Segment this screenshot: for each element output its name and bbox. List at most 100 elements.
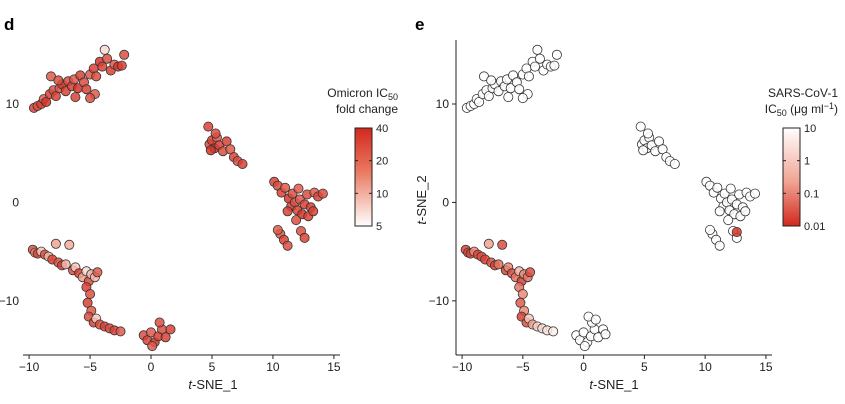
scatter-point bbox=[705, 224, 716, 235]
scatter-point bbox=[165, 324, 176, 335]
legend-title-d-line2: fold change bbox=[336, 102, 398, 116]
scatter-point bbox=[486, 75, 497, 86]
y-tick-label: 0 bbox=[12, 195, 19, 209]
scatter-point bbox=[525, 267, 536, 278]
x-tick-label: −5 bbox=[83, 360, 97, 374]
scatter-point bbox=[92, 267, 103, 278]
colorbar-d bbox=[354, 127, 373, 227]
legend-tick-label: 40 bbox=[376, 123, 388, 135]
scatter-point bbox=[549, 60, 560, 71]
scatter-point bbox=[635, 121, 646, 132]
scatter-point bbox=[308, 206, 319, 217]
colorbar-e bbox=[782, 127, 801, 227]
y-axis-title-e: t-SNE_2 bbox=[414, 175, 429, 224]
scatter-point bbox=[317, 188, 328, 199]
x-ticks-e: −10 −5 0 5 10 15 bbox=[452, 355, 773, 374]
scatter-point bbox=[81, 84, 92, 95]
legend-tick-label: 1 bbox=[804, 156, 810, 168]
legend-tick-label: 10 bbox=[804, 123, 816, 135]
scatter-point bbox=[714, 240, 725, 251]
y-tick-label: −10 bbox=[0, 294, 19, 308]
legend-sars-cov-1: SARS-CoV-1 IC50 (μg ml−1) 10 1 0.1 0.01 bbox=[765, 86, 839, 233]
scatter-point bbox=[714, 206, 725, 217]
scatter-point bbox=[291, 215, 302, 226]
scatter-point bbox=[638, 145, 649, 156]
scatter-point bbox=[280, 182, 291, 193]
scatter-point bbox=[237, 158, 248, 169]
x-tick-label: −5 bbox=[516, 360, 530, 374]
x-tick-label: 10 bbox=[266, 360, 280, 374]
legend-tick-label: 5 bbox=[376, 221, 382, 233]
scatter-point bbox=[551, 49, 562, 60]
scatter-point bbox=[272, 224, 283, 235]
x-tick-label: 5 bbox=[209, 360, 216, 374]
scatter-point bbox=[203, 121, 214, 132]
legend-omicron: Omicron IC50 fold change 40 20 10 5 bbox=[327, 86, 398, 233]
scatter-point bbox=[493, 259, 504, 270]
legend-tick-label: 0.01 bbox=[804, 221, 825, 233]
scatter-point bbox=[116, 60, 127, 71]
scatter-point bbox=[119, 49, 130, 60]
scatter-point bbox=[99, 44, 110, 55]
scatter-point bbox=[523, 71, 534, 82]
scatter-point bbox=[64, 239, 75, 250]
scatter-point bbox=[497, 239, 508, 250]
scatter-point bbox=[600, 329, 611, 340]
scatter-point bbox=[282, 240, 293, 251]
x-tick-label: 5 bbox=[641, 360, 648, 374]
scatter-point bbox=[115, 326, 126, 337]
scatter-point bbox=[60, 259, 71, 270]
legend-title-d-line1: Omicron IC50 bbox=[327, 86, 398, 102]
scatter-point bbox=[534, 53, 545, 64]
points-d bbox=[27, 44, 328, 352]
y-tick-label: 10 bbox=[6, 97, 20, 111]
y-tick-label: −10 bbox=[429, 294, 450, 308]
scatter-point bbox=[160, 332, 171, 343]
scatter-point bbox=[723, 215, 734, 226]
scatter-point bbox=[205, 145, 216, 156]
panel-d: d −10 −5 0 5 10 15 10 0 −10 t-SNE_1 Omicron IC5… bbox=[0, 15, 398, 392]
panel-letter-e: e bbox=[415, 15, 424, 34]
panel-e: e −10 −5 0 5 10 15 10 0 −10 t-SNE_1 t-SNE_2 SAR… bbox=[414, 15, 838, 392]
scatter-point bbox=[712, 182, 723, 193]
scatter-point bbox=[85, 288, 96, 299]
x-ticks-d: −10 −5 0 5 10 15 bbox=[19, 355, 341, 374]
legend-title-e-line1: SARS-CoV-1 bbox=[768, 86, 838, 100]
scatter-point bbox=[210, 128, 221, 139]
x-axis-title-d: t-SNE_1 bbox=[188, 377, 237, 392]
scatter-point bbox=[299, 232, 310, 243]
y-tick-label: 0 bbox=[442, 195, 449, 209]
y-ticks-d: 10 0 −10 bbox=[0, 97, 19, 308]
scatter-point bbox=[725, 183, 736, 194]
scatter-point bbox=[750, 188, 761, 199]
scatter-point bbox=[293, 183, 304, 194]
scatter-point bbox=[532, 44, 543, 55]
legend-ticks-e: 10 1 0.1 0.01 bbox=[783, 123, 825, 233]
scatter-point bbox=[147, 341, 158, 352]
scatter-point bbox=[514, 84, 525, 95]
scatter-point bbox=[517, 93, 528, 104]
scatter-point bbox=[590, 314, 601, 325]
x-tick-label: 0 bbox=[580, 360, 587, 374]
x-tick-label: 10 bbox=[698, 360, 712, 374]
scatter-point bbox=[102, 53, 113, 64]
scatter-point bbox=[53, 75, 64, 86]
legend-tick-label: 0.1 bbox=[804, 188, 819, 200]
points-e bbox=[460, 44, 761, 352]
scatter-point bbox=[548, 326, 559, 337]
legend-tick-label: 10 bbox=[376, 188, 388, 200]
x-tick-label: 15 bbox=[759, 360, 773, 374]
scatter-point bbox=[740, 206, 751, 217]
scatter-point bbox=[503, 92, 514, 103]
x-tick-label: 0 bbox=[148, 360, 155, 374]
x-tick-label: −10 bbox=[19, 360, 40, 374]
y-ticks-e: 10 0 −10 bbox=[429, 97, 456, 308]
scatter-point bbox=[517, 288, 528, 299]
scatter-point bbox=[70, 92, 81, 103]
scatter-point bbox=[579, 341, 590, 352]
x-axis-title-e: t-SNE_1 bbox=[589, 377, 638, 392]
scatter-point bbox=[483, 238, 494, 249]
scatter-point bbox=[50, 238, 61, 249]
scatter-point bbox=[643, 128, 654, 139]
